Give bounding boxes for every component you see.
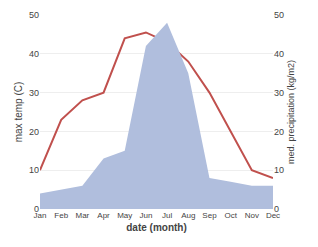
svg-text:Sep: Sep <box>202 211 217 220</box>
svg-text:20: 20 <box>274 127 284 137</box>
svg-text:Oct: Oct <box>224 211 237 220</box>
svg-text:30: 30 <box>274 88 284 98</box>
svg-text:Jul: Jul <box>162 211 172 220</box>
svg-text:40: 40 <box>274 49 284 59</box>
svg-text:date (month): date (month) <box>126 222 187 233</box>
svg-text:10: 10 <box>274 165 284 175</box>
svg-text:50: 50 <box>274 10 284 20</box>
svg-text:40: 40 <box>29 49 39 59</box>
svg-text:Dec: Dec <box>266 211 280 220</box>
svg-text:med. precipitation (kg/m2): med. precipitation (kg/m2) <box>286 60 296 164</box>
svg-text:May: May <box>117 211 132 220</box>
svg-text:Jan: Jan <box>34 211 47 220</box>
svg-text:50: 50 <box>29 10 39 20</box>
svg-text:max temp (C): max temp (C) <box>13 82 24 143</box>
svg-text:Apr: Apr <box>97 211 110 220</box>
svg-text:20: 20 <box>29 127 39 137</box>
svg-text:30: 30 <box>29 88 39 98</box>
svg-text:0: 0 <box>274 204 279 214</box>
svg-text:10: 10 <box>29 165 39 175</box>
svg-text:Feb: Feb <box>54 211 68 220</box>
svg-text:Aug: Aug <box>181 211 195 220</box>
svg-text:Mar: Mar <box>75 211 89 220</box>
svg-text:Jun: Jun <box>139 211 152 220</box>
svg-text:Nov: Nov <box>245 211 259 220</box>
svg-text:0: 0 <box>34 204 39 214</box>
